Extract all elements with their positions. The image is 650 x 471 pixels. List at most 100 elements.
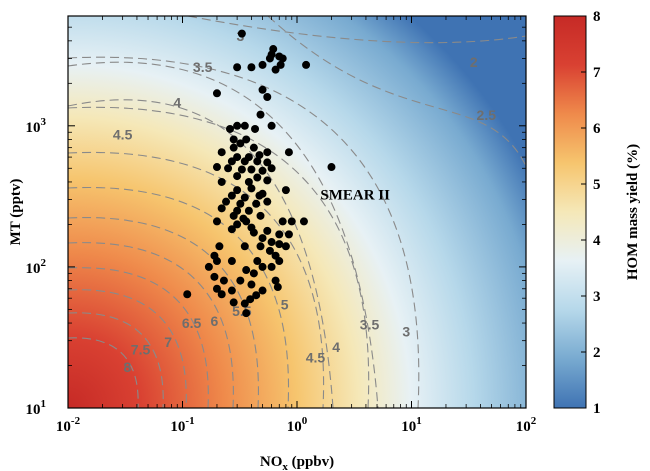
data-point [253, 257, 262, 266]
data-point [240, 242, 249, 251]
data-point [222, 197, 231, 206]
contour-label: 7.5 [131, 341, 151, 357]
x-axis-title-rest: (ppbv) [288, 454, 334, 470]
data-point [237, 29, 246, 38]
data-point [247, 184, 256, 193]
colorbar-tick-label: 6 [593, 121, 601, 137]
y-axis-title: MT (pptv) [8, 179, 24, 246]
data-point [263, 148, 272, 157]
data-point [265, 54, 274, 63]
data-point [258, 166, 267, 175]
data-point [267, 262, 276, 271]
data-point [275, 240, 284, 249]
x-tick-label: 10-2 [56, 415, 81, 435]
data-point [242, 217, 251, 226]
data-point [247, 63, 256, 72]
data-point [227, 257, 236, 266]
data-point [219, 276, 228, 285]
contour-label: 3.5 [360, 317, 380, 333]
contour-label: 6 [211, 313, 219, 329]
data-point [233, 186, 242, 195]
data-point [302, 60, 311, 69]
contour-label: 2 [470, 54, 478, 70]
x-tick-label: 10-1 [170, 415, 194, 435]
data-point [249, 269, 258, 278]
data-point [237, 165, 246, 174]
data-point [252, 291, 261, 300]
data-point [210, 272, 219, 281]
colorbar-tick-label: 3 [593, 289, 601, 305]
data-point [244, 206, 253, 215]
y-tick-label: 103 [26, 116, 47, 136]
data-point [281, 186, 290, 195]
colorbar-tick-label: 1 [593, 401, 601, 417]
data-point [244, 177, 253, 186]
data-point [263, 226, 272, 235]
contour-line [68, 337, 139, 408]
contour-line [68, 312, 164, 408]
data-point [299, 217, 308, 226]
x-axis-title-main: NO [260, 454, 283, 470]
contour-line [68, 99, 334, 408]
data-point [273, 283, 282, 292]
data-point [284, 148, 293, 157]
data-point [212, 257, 221, 266]
data-point [271, 65, 280, 74]
data-point [247, 280, 256, 289]
data-point [233, 172, 242, 181]
data-point [253, 173, 262, 182]
colorbar-ticks: 1 2 3 4 5 6 7 8 [581, 9, 601, 417]
data-point [249, 143, 258, 152]
data-point [227, 225, 236, 234]
contour-line [68, 267, 209, 408]
data-point [229, 143, 238, 152]
data-point [212, 217, 221, 226]
colorbar-frame [553, 15, 587, 409]
data-point [267, 238, 276, 247]
data-point [251, 124, 260, 133]
data-point [217, 204, 226, 213]
data-point [263, 92, 272, 101]
colorbar-tick-label: 5 [593, 177, 601, 193]
data-point [212, 89, 221, 98]
data-point [183, 290, 192, 299]
data-point [233, 63, 242, 72]
data-point [236, 276, 245, 285]
x-axis: 10-2 10-1 100 101 102 [56, 16, 537, 435]
data-point [256, 110, 265, 119]
colorbar-title: HOM mass yield (%) [625, 144, 641, 280]
data-point [258, 234, 267, 243]
colorbar-tick-label: 7 [593, 65, 601, 81]
data-point [256, 242, 265, 251]
contour-layer [68, 16, 526, 408]
data-point [229, 135, 238, 144]
data-point [236, 139, 245, 148]
data-point [258, 262, 267, 271]
data-point [227, 286, 236, 295]
data-point [212, 163, 221, 172]
data-point [240, 121, 249, 130]
data-point [287, 217, 296, 226]
data-point [258, 85, 267, 94]
data-point [271, 276, 280, 285]
data-point [281, 242, 290, 251]
data-point [255, 151, 264, 160]
data-point [263, 158, 272, 167]
data-point [278, 217, 287, 226]
data-point [215, 242, 224, 251]
data-point [240, 157, 249, 166]
data-point [258, 60, 267, 69]
colorbar: 1 2 3 4 5 6 7 8 HOM mass yield (%) [553, 9, 641, 417]
data-point [253, 157, 262, 166]
y-tick-label: 102 [26, 257, 47, 277]
data-point [246, 295, 255, 304]
y-tick-label: 101 [26, 398, 47, 418]
data-point [227, 191, 236, 200]
data-point [327, 163, 336, 172]
x-axis-title-subscript: x [282, 461, 288, 471]
contour-line [267, 16, 526, 167]
colorbar-tick-label: 8 [593, 9, 601, 25]
data-point [217, 290, 226, 299]
contour-label: 8 [123, 359, 131, 375]
